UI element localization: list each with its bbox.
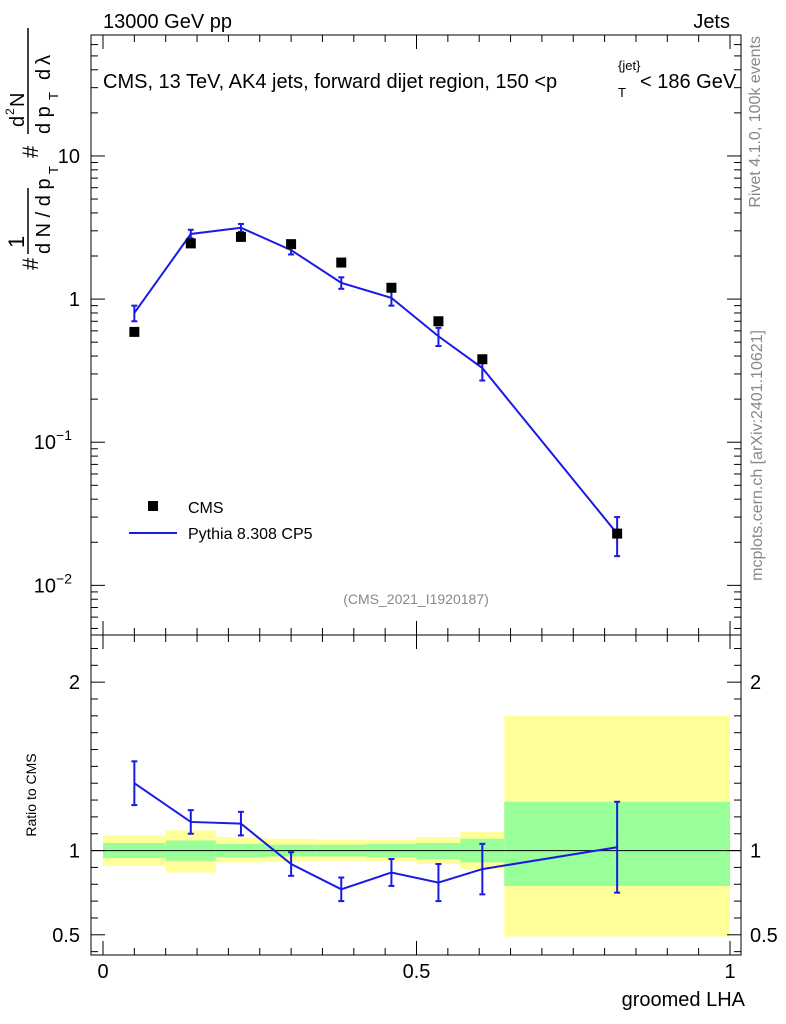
- cms-data-point-6: [433, 316, 444, 327]
- svg-text:#: #: [18, 145, 43, 158]
- svg-text:λ: λ: [33, 55, 55, 65]
- svg-text:N: N: [7, 93, 29, 107]
- main-plot-frame: [90, 34, 742, 636]
- svg-text:d p: d p: [33, 106, 55, 134]
- ratio-y-tick-label-2: 2: [69, 672, 80, 694]
- mc-series-line: [133, 226, 618, 535]
- cms-data-point-7: [477, 354, 488, 365]
- x-tick-label-2: 1: [724, 961, 735, 983]
- ratio-y-tick-label-right-1: 1: [750, 841, 761, 863]
- svg-text:T: T: [46, 166, 61, 174]
- y-tick-label-0: 10−2: [34, 570, 72, 597]
- plot-title: CMS, 13 TeV, AK4 jets, forward dijet reg…: [103, 58, 737, 100]
- legend-mc-label: Pythia 8.308 CP5: [188, 526, 313, 543]
- x-axis-label: groomed LHA: [622, 989, 746, 1011]
- cms-data-point-5: [386, 282, 397, 293]
- rivet-label: Rivet 4.1.0, 100k events: [747, 36, 764, 208]
- cms-data-point-1: [185, 238, 196, 249]
- cms-data-point-3: [286, 239, 297, 250]
- svg-text:CMS, 13 TeV, AK4 jets, forward: CMS, 13 TeV, AK4 jets, forward dijet reg…: [103, 71, 557, 93]
- svg-text:2: 2: [3, 108, 17, 115]
- legend-cms-label: CMS: [188, 500, 224, 517]
- ratio-y-tick-label-right-2: 2: [750, 672, 761, 694]
- cms-data-point-0: [129, 326, 140, 337]
- svg-text:d N / d p: d N / d p: [33, 178, 55, 254]
- cms-data-point-4: [336, 257, 347, 268]
- y-tick-label-3: 10: [58, 146, 80, 168]
- y-tick-label-2: 1: [69, 289, 80, 311]
- ratio-y-tick-label-right-0: 0.5: [750, 925, 778, 947]
- x-tick-label-0: 0: [97, 961, 108, 983]
- svg-text:T: T: [618, 85, 626, 100]
- svg-text:1: 1: [4, 236, 29, 248]
- y-axis-label: # 1 d N / d p T # d 2 N d p T d λ: [3, 28, 61, 270]
- svg-text:< 186 GeV: < 186 GeV: [640, 71, 737, 93]
- analysis-label: (CMS_2021_I1920187): [343, 591, 489, 607]
- ratio-y-label: Ratio to CMS: [23, 753, 39, 836]
- x-tick-label-1: 0.5: [403, 961, 431, 983]
- header-jets: Jets: [693, 11, 730, 33]
- ratio-y-tick-label-0: 0.5: [52, 925, 80, 947]
- y-tick-label-1: 10−1: [34, 427, 72, 454]
- legend-cms-marker: [148, 501, 158, 511]
- svg-text:#: #: [18, 257, 43, 270]
- cms-data-point-8: [612, 528, 623, 539]
- mcplots-label: mcplots.cern.ch [arXiv:2401.10621]: [749, 330, 766, 581]
- svg-text:{jet}: {jet}: [618, 58, 641, 73]
- svg-text:d: d: [7, 116, 29, 127]
- ratio-y-tick-label-1: 1: [69, 841, 80, 863]
- svg-text:d: d: [33, 69, 55, 80]
- cms-data-point-2: [235, 231, 246, 242]
- svg-text:T: T: [46, 92, 61, 100]
- header-energy: 13000 GeV pp: [103, 11, 232, 33]
